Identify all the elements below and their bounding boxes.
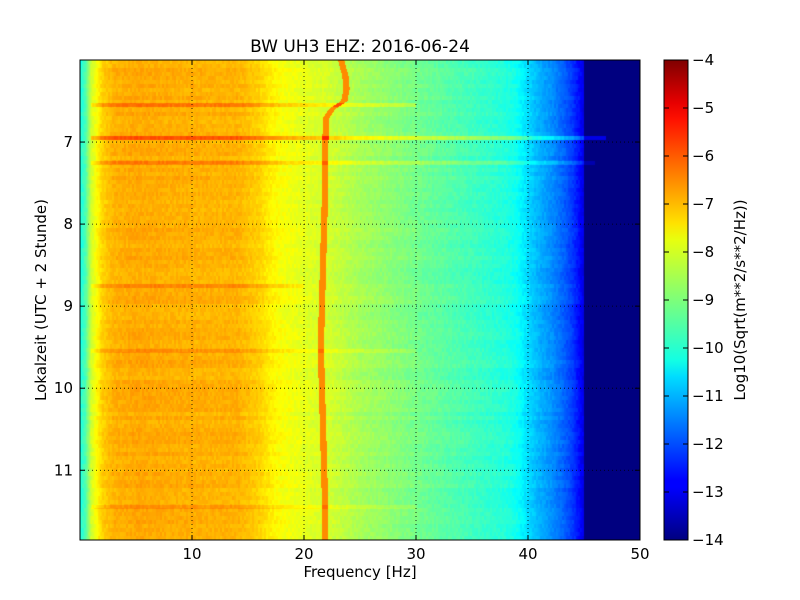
x-tick-label: 50 [630, 545, 649, 563]
plot-frame [79, 59, 641, 541]
colorbar-tick-label: −13 [692, 483, 724, 501]
colorbar-ticks: −4 −5 −6 −7 −8 −9 −10 −11 −12 −13 −14 [664, 51, 724, 549]
grid-lines [80, 60, 640, 540]
y-tick-label: 8 [63, 215, 73, 233]
y-tick-label: 9 [63, 297, 73, 315]
x-tick-label: 40 [518, 545, 537, 563]
spectrogram-heatmap [80, 60, 640, 540]
x-axis-ticks: 10 20 30 40 50 [182, 60, 650, 563]
y-tick-label: 10 [54, 379, 73, 397]
colorbar-tick-label: −7 [692, 195, 714, 213]
x-axis-label: Frequency [Hz] [303, 563, 416, 581]
plot-area: 10 20 30 40 50 7 8 9 10 11 [54, 59, 650, 563]
colorbar-tick-label: −4 [692, 51, 714, 69]
y-axis-ticks: 7 8 9 10 11 [54, 133, 640, 479]
y-axis-label: Lokalzeit (UTC + 2 Stunde) [32, 199, 50, 401]
colorbar-tick-label: −12 [692, 435, 724, 453]
colorbar: −4 −5 −6 −7 −8 −9 −10 −11 −12 −13 −14 [663, 51, 724, 549]
colorbar-tick-label: −8 [692, 243, 714, 261]
x-tick-label: 10 [182, 545, 201, 563]
chart-title: BW UH3 EHZ: 2016-06-24 [250, 37, 470, 57]
y-tick-label: 11 [54, 461, 73, 479]
x-tick-label: 30 [406, 545, 425, 563]
colorbar-tick-label: −5 [692, 99, 714, 117]
colorbar-tick-label: −14 [692, 531, 724, 549]
colorbar-tick-label: −10 [692, 339, 724, 357]
y-tick-label: 7 [63, 133, 73, 151]
colorbar-tick-label: −11 [692, 387, 724, 405]
colorbar-tick-label: −6 [692, 147, 714, 165]
colorbar-label: Log10(Sqrt(m**2/s**2/Hz)) [731, 199, 749, 400]
colorbar-tick-label: −9 [692, 291, 714, 309]
x-tick-label: 20 [294, 545, 313, 563]
